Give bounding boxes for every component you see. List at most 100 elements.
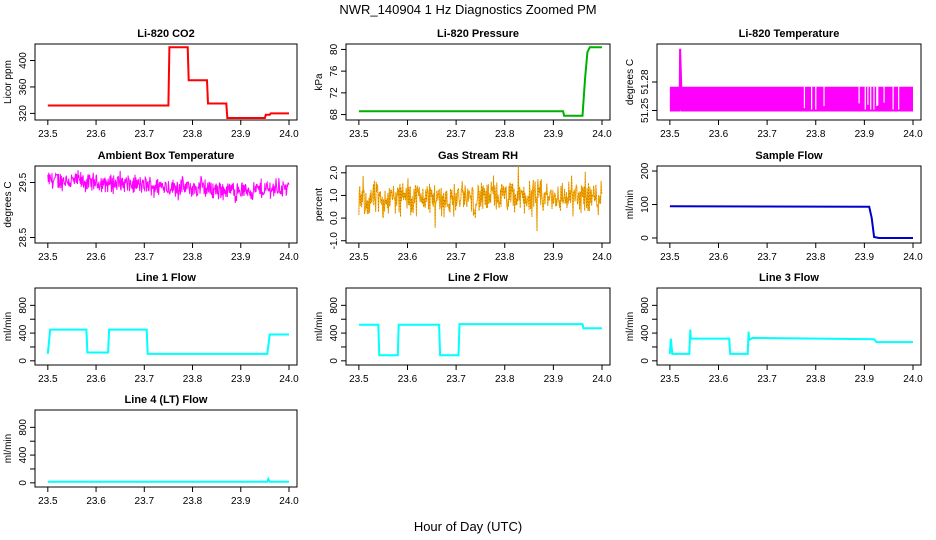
y-axis-label: kPa [314, 73, 325, 91]
y-tick-label: 80 [329, 43, 340, 55]
plot-frame [34, 287, 298, 366]
y-axis-label: Licor ppm [3, 60, 14, 104]
figure-title: NWR_140904 1 Hz Diagnostics Zoomed PM [339, 2, 596, 17]
panel-8: Line 2 Flow ml/min 23.5 23.6 23.7 23.8 23.9 24.… [314, 272, 612, 385]
y-tick-label: 0 [329, 358, 340, 364]
data-series [47, 170, 290, 204]
data-series [46, 328, 289, 355]
panel-title: Line 4 (LT) Flow [125, 394, 208, 406]
x-tick-label: 23.8 [806, 374, 826, 385]
x-tick-label: 23.9 [231, 496, 251, 507]
data-line [47, 476, 289, 483]
x-tick-label: 23.7 [757, 374, 777, 385]
figure-xlabel: Hour of Day (UTC) [414, 519, 522, 534]
x-tick-label: 23.5 [660, 129, 680, 140]
x-tick-label: 23.6 [86, 374, 106, 385]
x-tick-label: 23.7 [446, 129, 466, 140]
y-tick-label: 320 [18, 105, 29, 122]
x-tick-label: 24.0 [903, 252, 923, 263]
plot-frame [345, 287, 611, 366]
y-tick-label: 400 [18, 52, 29, 69]
x-tick-label: 23.6 [86, 496, 106, 507]
panel-title: Li-820 Pressure [437, 28, 519, 40]
data-line [358, 323, 602, 357]
x-tick-label: 23.6 [709, 374, 729, 385]
panel-6: Sample Flow ml/min 23.5 23.6 23.7 23.8 23.9 24.… [625, 150, 923, 263]
y-axis-label: ml/min [3, 312, 14, 341]
x-tick-label: 23.8 [495, 374, 515, 385]
y-tick-label: 0.0 [329, 211, 340, 225]
panel-2: Li-820 Pressure kPa 23.5 23.6 23.7 23.8 23.9 24… [314, 28, 612, 140]
x-tick-label: 23.5 [660, 252, 680, 263]
y-tick-label: 360 [18, 78, 29, 95]
panel-5: Gas Stream RH percent 23.5 23.6 23.7 23.8 23.9… [314, 150, 612, 263]
x-tick-label: 23.8 [806, 252, 826, 263]
x-tick-label: 23.6 [398, 374, 418, 385]
y-axis-label: ml/min [3, 434, 14, 463]
plot-frame [34, 43, 298, 121]
x-tick-label: 23.8 [183, 252, 203, 263]
panel-title: Gas Stream RH [438, 150, 518, 162]
panel-title: Ambient Box Temperature [98, 150, 235, 162]
x-tick-label: 23.5 [349, 374, 369, 385]
plot-frame [656, 165, 922, 244]
y-tick-label: 400 [18, 324, 29, 341]
y-tick-label: 51.25 [640, 98, 651, 123]
data-band [669, 86, 913, 111]
y-tick-label: 28.5 [18, 227, 29, 247]
x-tick-label: 23.7 [135, 129, 155, 140]
y-tick-label: 76 [329, 65, 340, 77]
x-tick-label: 23.7 [135, 252, 155, 263]
x-tick-label: 23.6 [709, 252, 729, 263]
y-tick-label: 29.5 [18, 172, 29, 192]
x-tick-label: 24.0 [279, 374, 299, 385]
data-series [47, 46, 289, 119]
x-tick-label: 23.9 [544, 252, 564, 263]
data-series [669, 205, 913, 239]
y-tick-label: 800 [329, 297, 340, 314]
data-series [358, 323, 602, 357]
x-tick-label: 24.0 [592, 129, 612, 140]
x-tick-label: 23.5 [38, 129, 58, 140]
y-tick-label: 100 [640, 196, 651, 213]
y-tick-label: 800 [640, 297, 651, 314]
plot-frame [34, 165, 298, 244]
x-tick-label: 23.7 [135, 496, 155, 507]
x-tick-label: 24.0 [279, 496, 299, 507]
panel-10: Line 4 (LT) Flow ml/min 23.5 23.6 23.7 23.8 23… [3, 394, 299, 507]
data-line [669, 205, 913, 239]
x-tick-label: 23.9 [231, 129, 251, 140]
x-tick-label: 23.8 [806, 129, 826, 140]
y-axis-label: degrees C [3, 181, 14, 227]
data-line [358, 165, 603, 232]
x-tick-label: 23.9 [544, 129, 564, 140]
y-axis-label: ml/min [314, 312, 325, 341]
y-tick-label: 2.0 [329, 165, 340, 179]
x-tick-label: 24.0 [279, 129, 299, 140]
panel-4: Ambient Box Temperature degrees C 23.5 23.6… [3, 150, 299, 263]
y-tick-label: 1.0 [329, 188, 340, 202]
plot-frame [345, 43, 611, 121]
y-tick-label: 68 [329, 109, 340, 121]
data-line [47, 170, 290, 204]
x-tick-label: 23.6 [709, 129, 729, 140]
x-tick-label: 23.7 [757, 252, 777, 263]
y-axis-label: percent [314, 188, 325, 222]
panel-title: Li-820 Temperature [739, 28, 840, 40]
panel-title: Line 3 Flow [759, 272, 819, 284]
y-axis-label: ml/min [625, 190, 636, 219]
x-tick-label: 23.6 [86, 129, 106, 140]
x-tick-label: 23.7 [446, 374, 466, 385]
data-series [669, 48, 913, 119]
data-series [668, 329, 913, 355]
x-tick-label: 23.7 [757, 129, 777, 140]
y-tick-label: 200 [640, 162, 651, 179]
x-tick-label: 23.8 [183, 496, 203, 507]
x-tick-label: 23.5 [38, 374, 58, 385]
x-tick-label: 23.9 [231, 374, 251, 385]
panel-title: Line 1 Flow [136, 272, 196, 284]
panel-9: Line 3 Flow ml/min 23.5 23.6 23.7 23.8 23.9 24.… [625, 272, 923, 385]
panels: Li-820 CO2 Licor ppm 23.5 23.6 23.7 23.8 23.9 2… [3, 28, 923, 507]
x-tick-label: 23.6 [86, 252, 106, 263]
data-series [47, 476, 289, 483]
